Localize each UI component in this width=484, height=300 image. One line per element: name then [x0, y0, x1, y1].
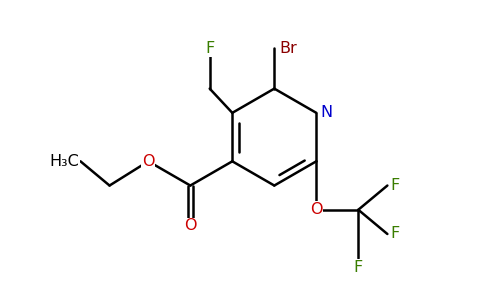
Text: H₃C: H₃C: [49, 154, 79, 169]
Text: Br: Br: [279, 41, 297, 56]
Text: N: N: [320, 105, 333, 120]
Text: F: F: [391, 178, 400, 193]
Text: O: O: [310, 202, 322, 217]
Text: F: F: [205, 41, 214, 56]
Text: O: O: [142, 154, 154, 169]
Text: O: O: [184, 218, 197, 233]
Text: F: F: [391, 226, 400, 242]
Text: F: F: [354, 260, 363, 275]
